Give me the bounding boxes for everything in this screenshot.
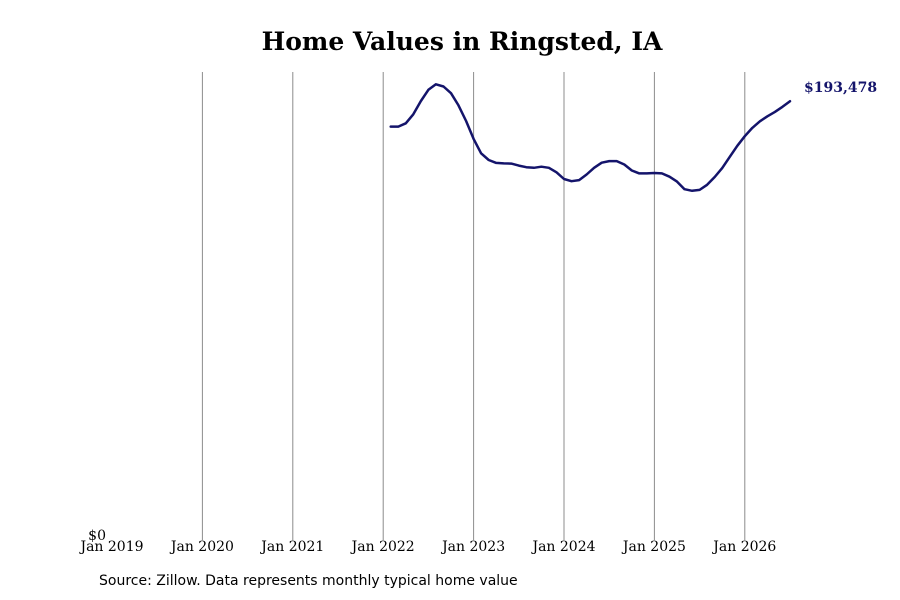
x-tick-label: Jan 2026	[711, 539, 776, 555]
source-note: Source: Zillow. Data represents monthly …	[99, 573, 518, 589]
end-value-label: $193,478	[804, 80, 877, 96]
y-axis-ticks: $0	[88, 528, 106, 544]
x-tick-label: Jan 2019	[78, 539, 143, 555]
x-tick-label: Jan 2023	[440, 539, 505, 555]
series-line	[389, 83, 792, 193]
x-tick-label: Jan 2021	[259, 539, 324, 555]
x-axis-ticks: Jan 2019 Jan 2020 Jan 2021 Jan 2022 Jan 2023…	[78, 539, 776, 555]
vertical-gridlines	[201, 72, 746, 540]
x-tick-label: Jan 2022	[350, 539, 415, 555]
x-tick-label: Jan 2025	[621, 539, 686, 555]
x-tick-label: Jan 2024	[530, 539, 595, 555]
y-tick-label: $0	[88, 528, 106, 544]
chart-title: Home Values in Ringsted, IA	[262, 27, 663, 56]
x-tick-label: Jan 2020	[169, 539, 234, 555]
